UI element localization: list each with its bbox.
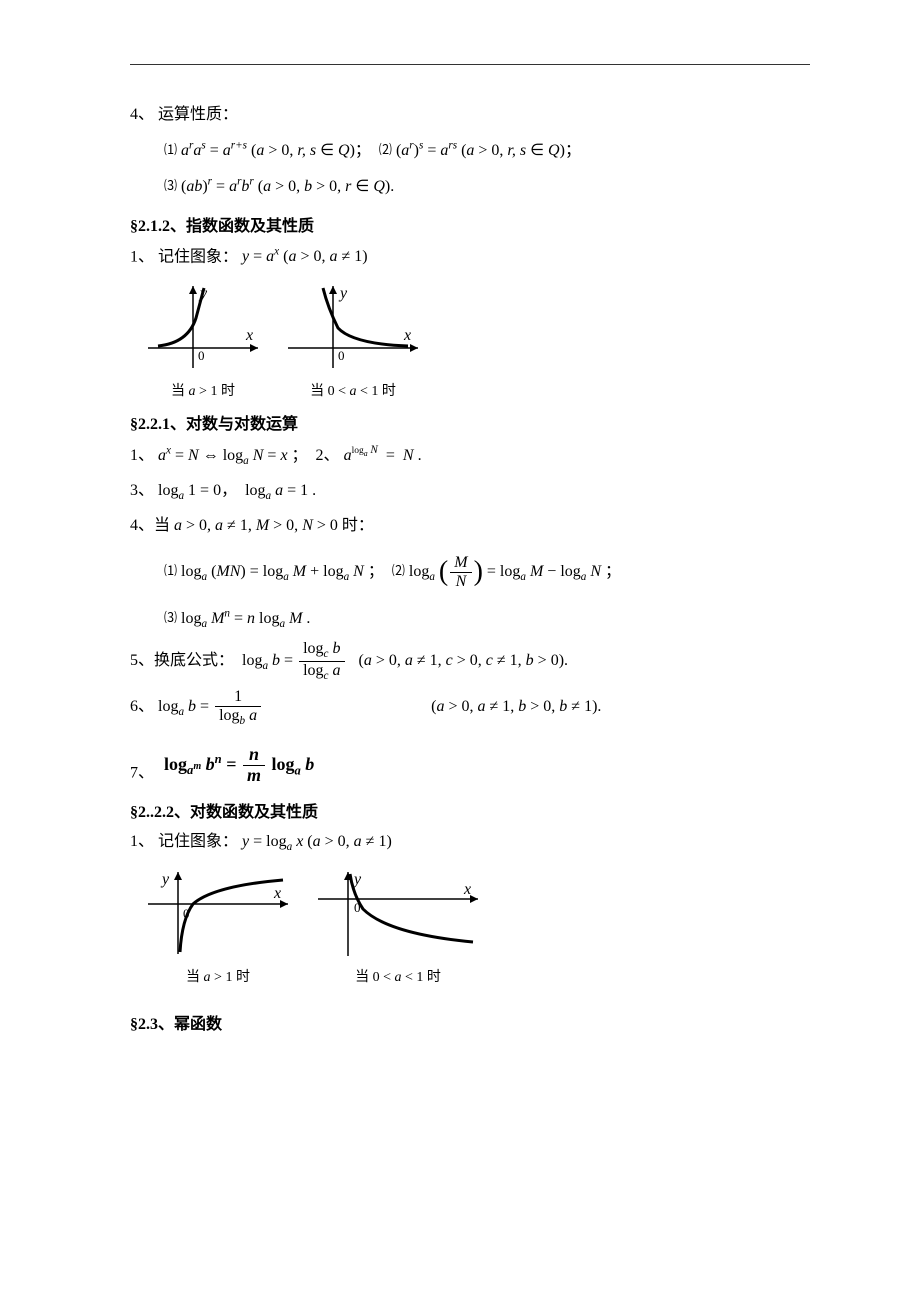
exp-graph-a-gt1: y x 0 当 a > 1 时 [138,278,268,400]
exp-graphs: y x 0 当 a > 1 时 y x 0 当 0 < a < 1 时 [138,278,810,400]
s221-item4-1: ⑴ loga (MN) = loga M + loga N ； ⑵ loga (… [130,547,810,597]
section-2-1-2: §2.1.2、指数函数及其性质 [130,212,810,236]
svg-text:0: 0 [183,906,190,921]
log-graph-a-gt1: y x 0 当 a > 1 时 [138,864,298,986]
s221-item1: 1、 ax = N ⇔ loga N = x ； 2、 aloga N = N … [130,440,810,471]
svg-text:0: 0 [338,348,345,363]
s221-item7-num: 7、 [130,765,154,782]
log-cap1: 当 a > 1 时 [138,966,298,986]
frac-n: n [243,745,265,766]
svg-text:y: y [352,871,362,888]
s212-item1: 1、 记住图象： y = ax (a > 0, a ≠ 1) [130,242,810,272]
s221-item3: 3、 loga 1 = 0， loga a = 1 . [130,477,810,506]
frac-N: N [450,573,471,591]
svg-text:x: x [403,327,411,344]
svg-text:y: y [198,285,208,302]
log-cap2: 当 0 < a < 1 时 [308,966,488,986]
frac-m: m [243,766,265,786]
svg-text:y: y [160,871,170,888]
section-2-2-2: §2..2.2、对数函数及其性质 [130,798,810,822]
svg-text:x: x [245,327,253,344]
item-4-lead: 4、 运算性质： [130,101,810,130]
frac-M: M [450,554,471,573]
svg-text:0: 0 [354,900,361,915]
exp-cap2: 当 0 < a < 1 时 [278,380,428,400]
section-2-3: §2.3、幂函数 [130,1010,810,1034]
svg-text:x: x [273,885,281,902]
s221-item4: 4、当 a > 0, a ≠ 1, M > 0, N > 0 时： [130,512,810,541]
page: 4、 运算性质： ⑴ aras = ar+s (a > 0, r, s ∈ Q)… [0,0,920,1302]
top-rule [130,64,810,65]
log-graphs: y x 0 当 a > 1 时 y x 0 当 0 < a < 1 时 [138,864,810,986]
svg-text:y: y [338,285,348,302]
exp-graph-a-lt1: y x 0 当 0 < a < 1 时 [278,278,428,400]
s221-item6: 6、 loga b = 1logb a (a > 0, a ≠ 1, b > 0… [130,688,810,727]
s221-item7: 7、 logam bn = nm loga b [130,745,810,788]
item-4-eq2: ⑶ (ab)r = arbr (a > 0, b > 0, r ∈ Q). [130,172,810,202]
s221-item4-3: ⑶ loga Mn = n loga M . [130,603,810,634]
svg-text:x: x [463,881,471,898]
s221-item5: 5、换底公式： loga b = logc blogc a (a > 0, a … [130,640,810,682]
section-2-2-1: §2.2.1、对数与对数运算 [130,410,810,434]
log-graph-a-lt1: y x 0 当 0 < a < 1 时 [308,864,488,986]
item-4-eq1: ⑴ aras = ar+s (a > 0, r, s ∈ Q)； ⑵ (ar)s… [130,136,810,166]
s212-item1-pre: 1、 记住图象： [130,248,238,265]
exp-cap1: 当 a > 1 时 [138,380,268,400]
s222-item1-pre: 1、 记住图象： [130,833,238,850]
svg-text:0: 0 [198,348,205,363]
s222-item1: 1、 记住图象： y = loga x (a > 0, a ≠ 1) [130,828,810,857]
